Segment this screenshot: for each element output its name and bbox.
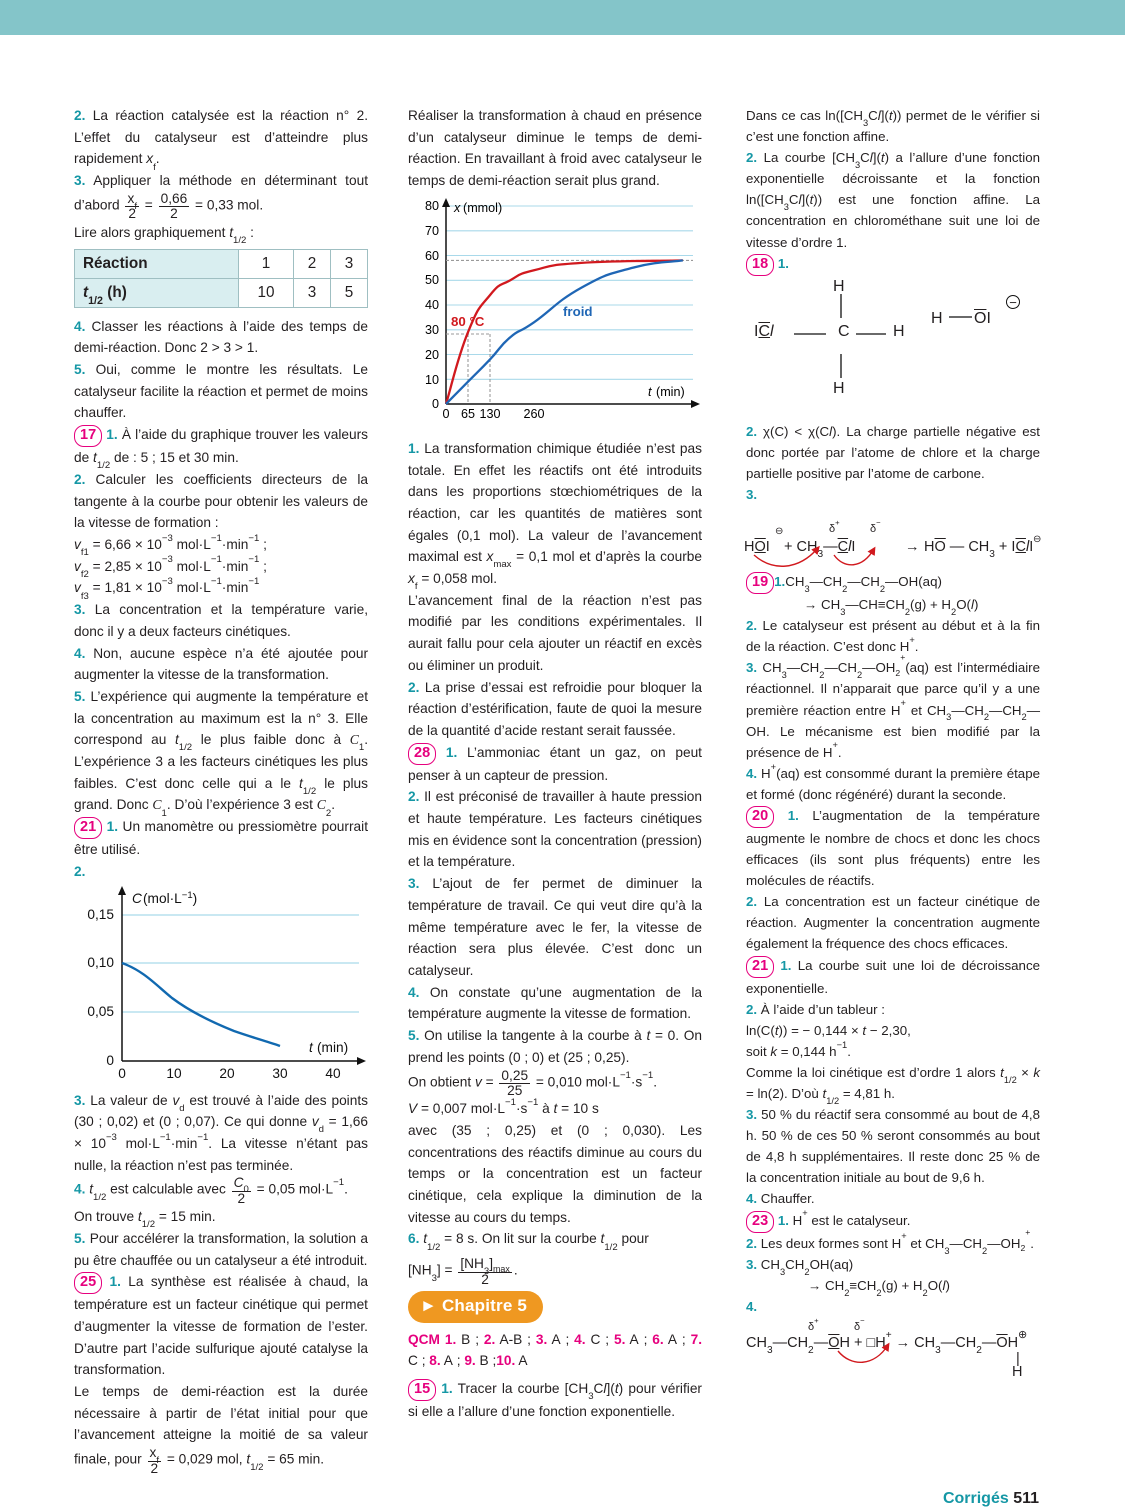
- svg-text:x: x: [453, 201, 461, 215]
- svg-text:C: C: [132, 891, 142, 906]
- svg-text:0: 0: [432, 397, 439, 411]
- svg-text:t: t: [648, 385, 652, 399]
- svg-text:10: 10: [425, 373, 439, 387]
- svg-text:10: 10: [166, 1066, 182, 1081]
- svg-text:0,10: 0,10: [87, 955, 114, 970]
- svg-text:(mol·L−1): (mol·L−1): [143, 889, 197, 906]
- svg-text:(min): (min): [317, 1040, 348, 1055]
- svg-text:0: 0: [106, 1053, 114, 1068]
- svg-text:65: 65: [461, 407, 475, 421]
- svg-text:20: 20: [219, 1066, 235, 1081]
- svg-text:260: 260: [523, 407, 544, 421]
- svg-text:60: 60: [425, 249, 439, 263]
- svg-text:80 °C: 80 °C: [451, 314, 485, 329]
- svg-text:30: 30: [272, 1066, 288, 1081]
- svg-text:50: 50: [425, 273, 439, 287]
- svg-text:0,15: 0,15: [87, 907, 114, 922]
- svg-text:80: 80: [425, 199, 439, 213]
- svg-text:0: 0: [442, 407, 449, 421]
- svg-text:70: 70: [425, 224, 439, 238]
- svg-text:30: 30: [425, 323, 439, 337]
- svg-text:0: 0: [118, 1066, 126, 1081]
- svg-text:t: t: [309, 1040, 314, 1055]
- svg-text:froid: froid: [563, 304, 593, 319]
- svg-text:(mmol): (mmol): [463, 201, 502, 215]
- svg-text:20: 20: [425, 348, 439, 362]
- svg-text:40: 40: [325, 1066, 341, 1081]
- svg-text:0,05: 0,05: [87, 1004, 114, 1019]
- svg-text:(min): (min): [656, 385, 685, 399]
- svg-text:130: 130: [479, 407, 500, 421]
- svg-text:40: 40: [425, 298, 439, 312]
